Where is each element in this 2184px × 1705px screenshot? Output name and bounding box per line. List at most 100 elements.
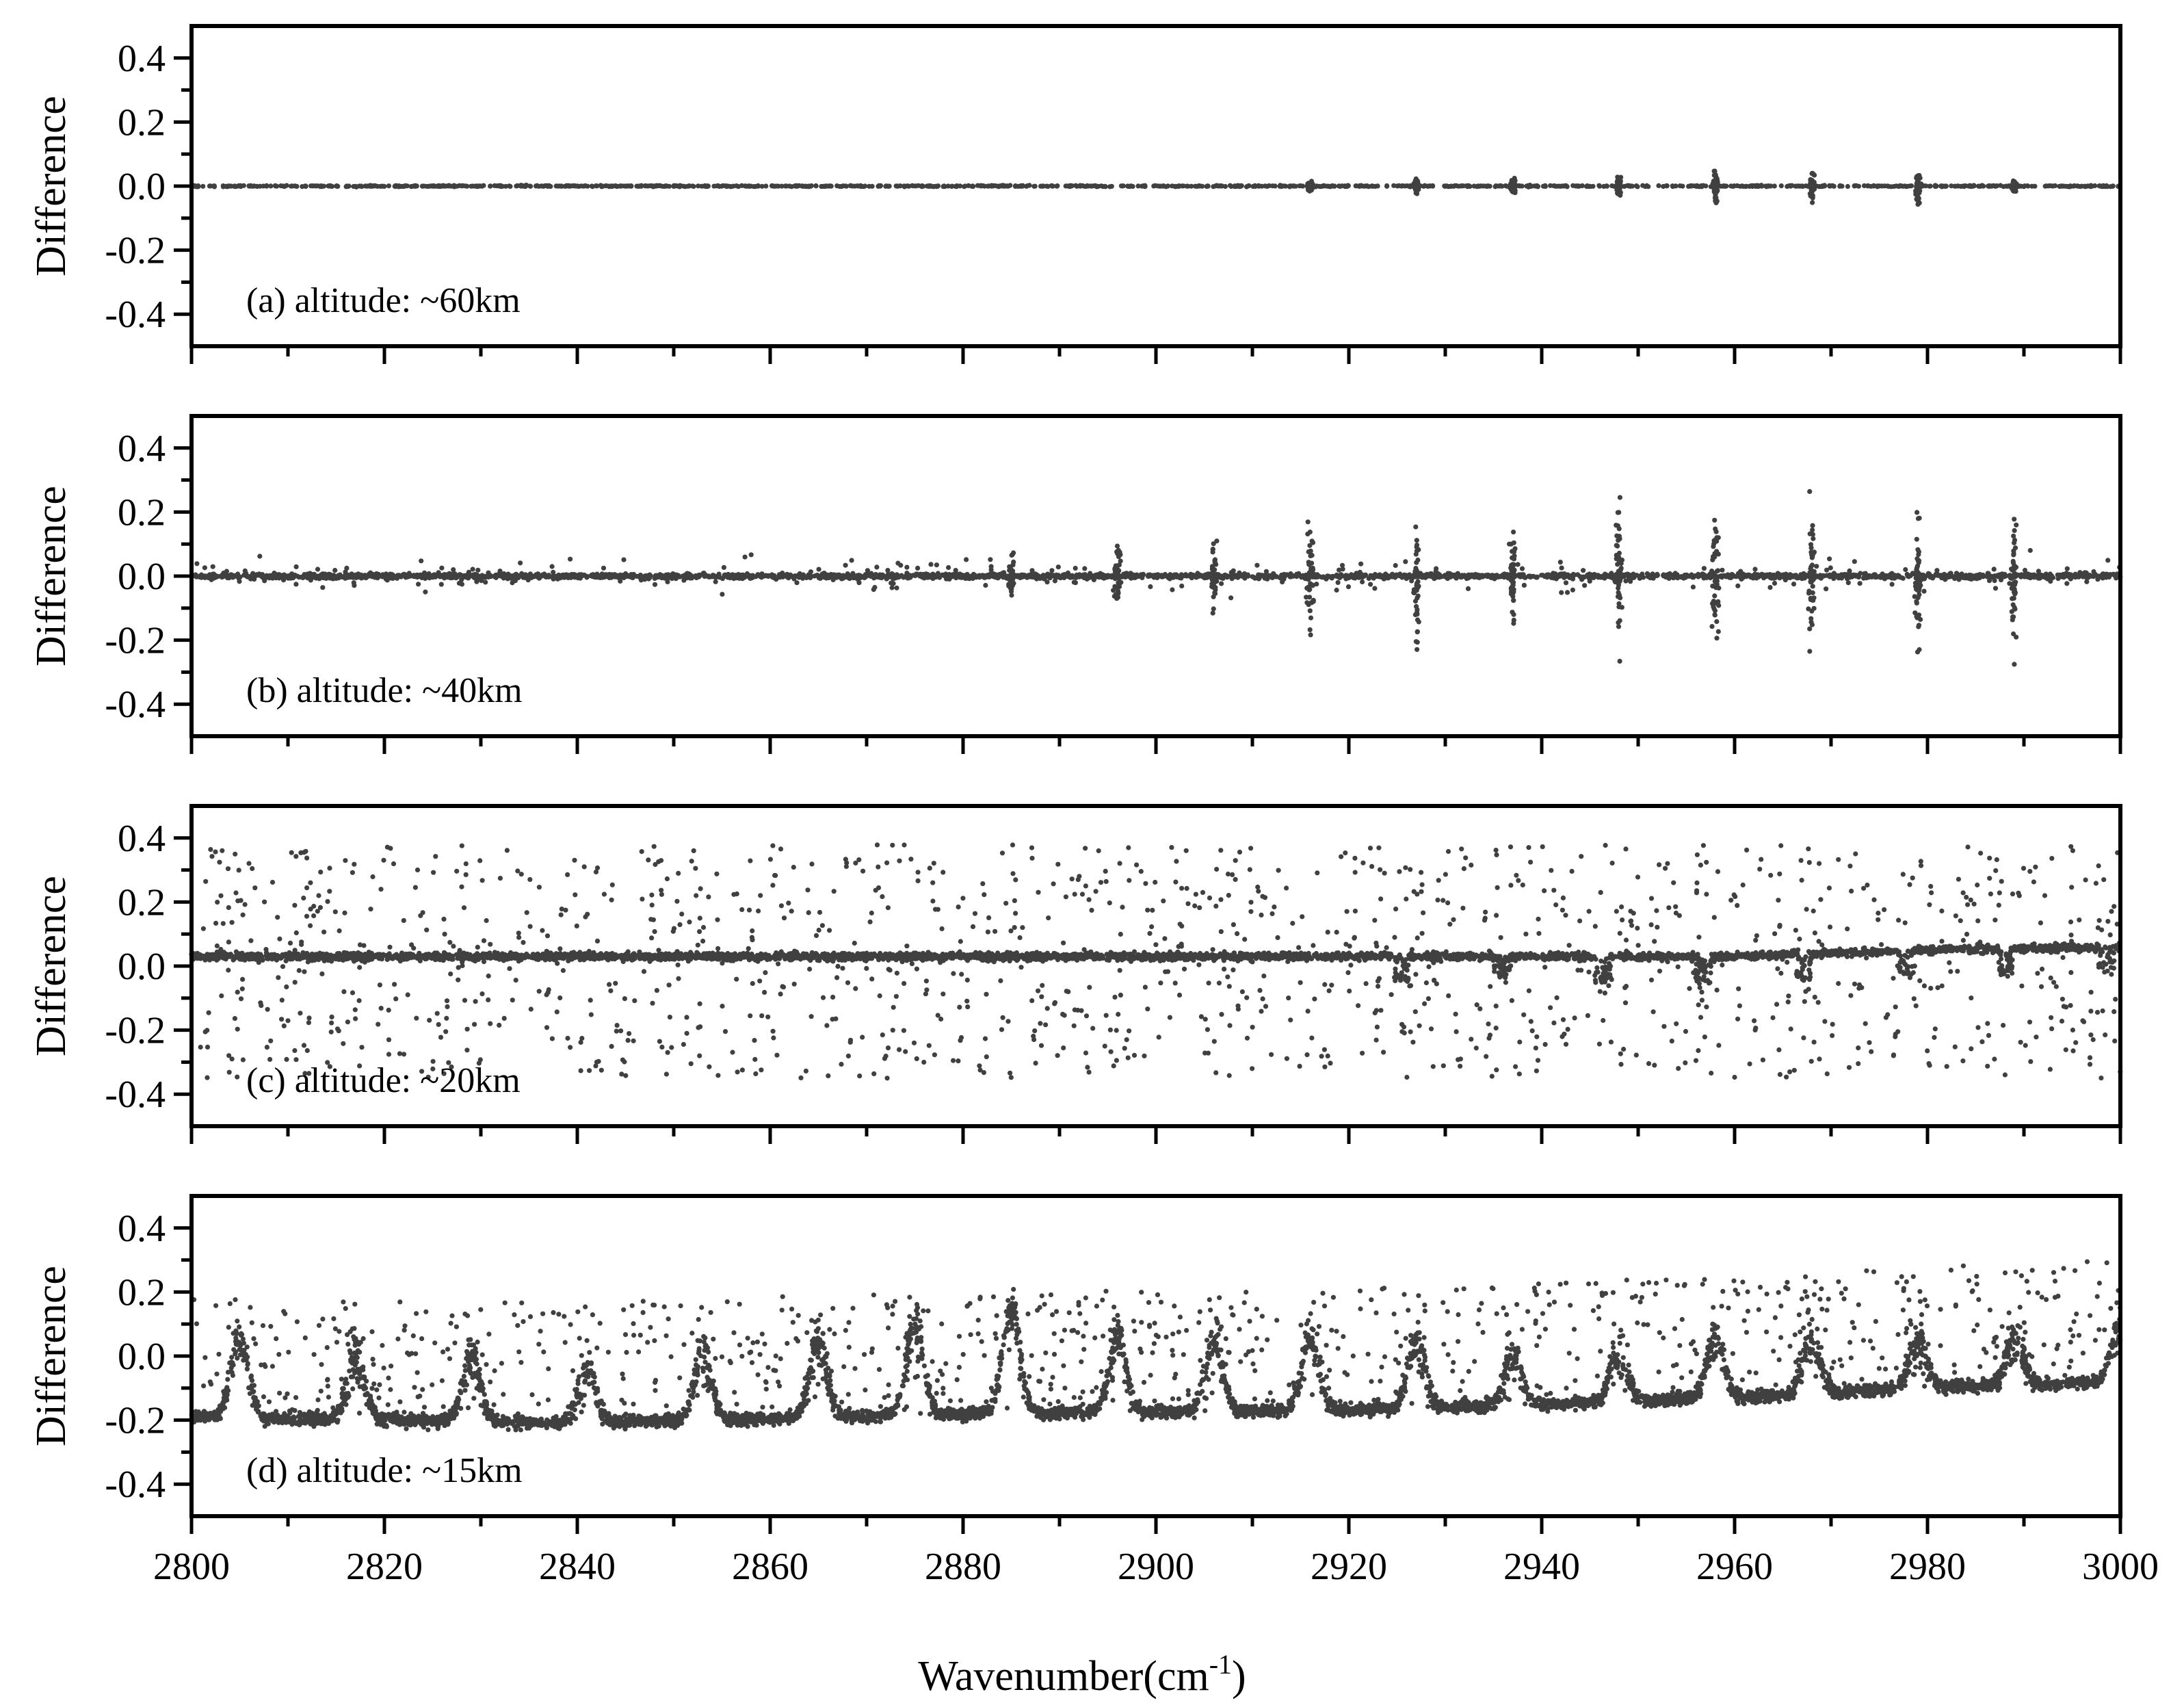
data-point xyxy=(1510,565,1515,571)
data-point xyxy=(419,183,425,189)
data-point xyxy=(1254,562,1260,568)
data-point xyxy=(1245,183,1250,189)
data-point xyxy=(575,183,580,189)
data-point xyxy=(1553,571,1558,577)
data-point xyxy=(934,562,939,568)
data-point xyxy=(528,183,534,189)
data-point xyxy=(1146,573,1151,580)
data-point xyxy=(1806,588,1812,594)
data-point xyxy=(501,575,507,581)
data-point xyxy=(1434,575,1439,580)
data-point xyxy=(1321,574,1326,580)
data-point xyxy=(2056,575,2062,581)
data-point xyxy=(2075,573,2081,580)
data-point xyxy=(1807,489,1813,495)
data-point xyxy=(828,183,834,189)
data-point xyxy=(1029,568,1035,573)
data-point xyxy=(1992,578,1997,584)
data-point xyxy=(2108,184,2114,190)
data-point xyxy=(220,183,226,189)
data-point xyxy=(194,183,200,189)
data-point xyxy=(1915,186,1921,192)
data-point xyxy=(1852,559,1857,564)
data-point xyxy=(242,568,248,574)
data-point xyxy=(1710,554,1716,560)
data-point xyxy=(1808,597,1813,603)
data-point xyxy=(1020,183,1025,188)
data-point xyxy=(894,585,899,590)
data-point xyxy=(1575,183,1580,189)
data-point xyxy=(1916,624,1921,629)
data-point xyxy=(889,585,895,590)
data-point xyxy=(1713,576,1719,582)
data-point xyxy=(878,183,884,188)
data-point xyxy=(1008,183,1013,188)
data-point xyxy=(623,572,629,577)
data-point xyxy=(720,183,726,189)
data-point xyxy=(1511,598,1516,603)
data-point xyxy=(1810,527,1815,533)
data-point xyxy=(1052,578,1057,584)
data-point xyxy=(908,575,913,580)
data-point xyxy=(292,183,298,189)
data-point xyxy=(842,575,847,580)
data-point xyxy=(1711,599,1716,604)
data-point xyxy=(343,184,349,190)
data-point xyxy=(1055,564,1061,570)
data-point xyxy=(368,570,373,575)
data-point xyxy=(808,569,813,575)
data-point xyxy=(869,573,875,578)
data-point xyxy=(1415,647,1420,652)
data-point xyxy=(973,573,978,579)
data-point xyxy=(264,183,269,188)
data-point xyxy=(618,578,623,584)
data-point xyxy=(1711,606,1717,612)
data-point xyxy=(1715,568,1721,573)
data-point xyxy=(854,183,860,189)
data-point xyxy=(1581,568,1586,573)
data-point xyxy=(1714,636,1720,641)
data-point xyxy=(1441,573,1447,579)
data-point xyxy=(1211,585,1217,590)
data-point xyxy=(1511,617,1516,623)
data-point xyxy=(1570,587,1575,593)
data-point xyxy=(1876,183,1882,189)
data-point xyxy=(300,575,305,580)
data-point xyxy=(1470,572,1475,578)
data-point xyxy=(1309,538,1315,544)
data-point xyxy=(1618,560,1624,566)
data-point xyxy=(1009,552,1014,558)
data-point xyxy=(1414,603,1419,610)
panel-annotation: (a) altitude: ~60km xyxy=(246,281,521,320)
data-point xyxy=(701,571,707,576)
data-point xyxy=(1409,578,1415,584)
data-point xyxy=(1197,183,1202,189)
data-point xyxy=(763,573,769,578)
data-point xyxy=(1933,183,1938,189)
data-point xyxy=(475,567,481,573)
data-point xyxy=(1811,577,1816,583)
data-point xyxy=(599,183,605,189)
data-point xyxy=(1715,599,1721,605)
data-point xyxy=(1992,573,1997,579)
data-point xyxy=(600,575,605,580)
data-point xyxy=(1616,550,1622,556)
data-point xyxy=(1445,571,1451,576)
data-point xyxy=(248,183,254,189)
data-point xyxy=(813,183,819,189)
data-point xyxy=(843,562,848,568)
data-points xyxy=(192,489,2123,667)
data-point xyxy=(1608,575,1614,580)
data-point xyxy=(634,183,640,189)
data-point xyxy=(1837,183,1843,188)
data-point xyxy=(998,183,1003,189)
data-point xyxy=(1062,572,1067,577)
data-point xyxy=(271,573,276,579)
data-point xyxy=(2012,183,2018,188)
data-point xyxy=(2105,558,2111,563)
data-point xyxy=(2031,575,2037,580)
data-point xyxy=(669,573,674,578)
data-point xyxy=(930,576,936,582)
data-point xyxy=(1516,573,1523,579)
data-point xyxy=(713,579,718,584)
